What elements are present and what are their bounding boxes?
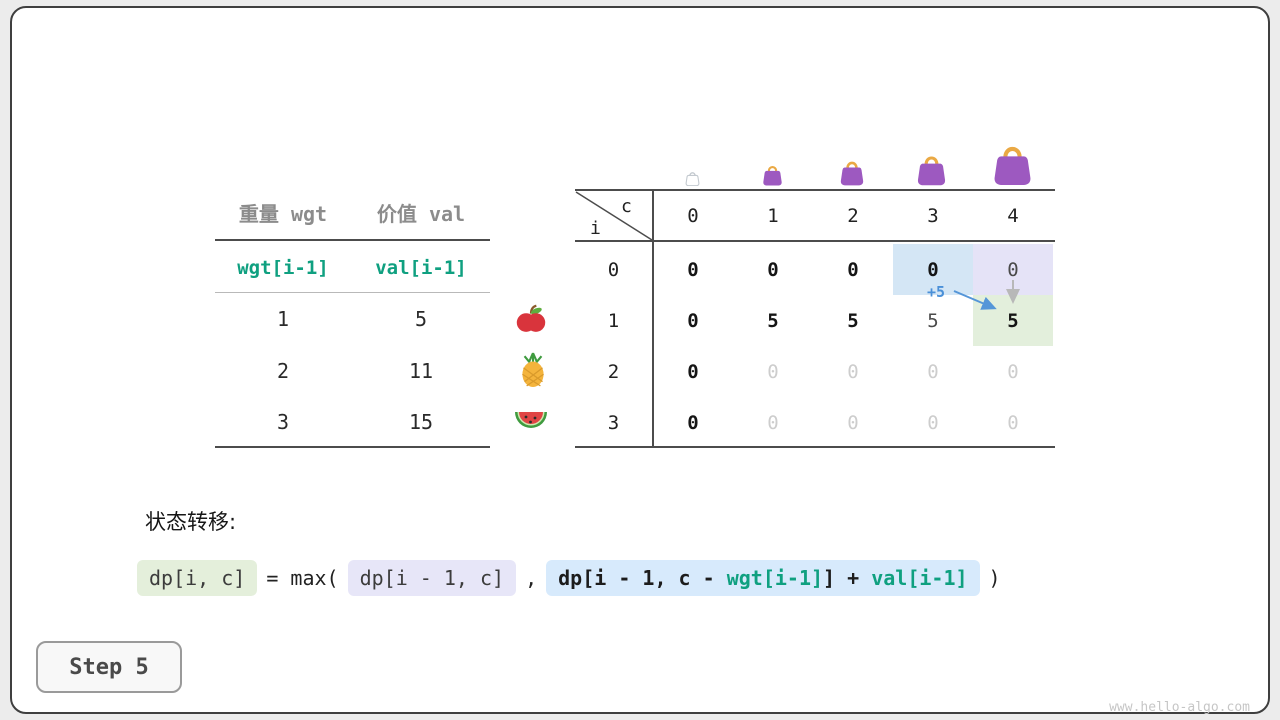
items-table-bottom-divider [215,446,490,448]
dp-cell-2-2: 0 [847,360,859,383]
dp-row-header-0: 0 [607,258,620,281]
dp-col-header-4: 4 [1007,205,1019,227]
apple-icon [515,303,547,339]
dp-cell-0-2: 0 [847,258,859,281]
site-watermark: www.hello-algo.com [1109,700,1250,715]
items-table-row-divider [215,292,490,293]
pineapple-icon [518,352,548,392]
item-row-2-value: 11 [408,359,434,383]
item-row-3-value: 15 [408,410,434,434]
dp-cell-2-4: 0 [1007,360,1019,383]
formula-option1-box: dp[i - 1, c] [347,560,517,596]
formula-operator: = max( [266,566,339,590]
dp-row-header-2: 2 [607,360,620,383]
dp-grid: 0 0 0 0 0 0 5 5 5 5 0 0 0 0 0 0 0 0 0 0 [653,244,1053,448]
dp-cell-3-2: 0 [847,411,859,434]
dp-row-header-1: 1 [607,309,620,332]
dp-row-header-3: 3 [607,411,620,434]
formula-separator: , [525,566,538,590]
dp-cell-1-0: 0 [687,309,699,332]
transition-arrows [953,280,1020,310]
watermelon-icon [514,406,548,440]
item-row-2-weight: 2 [276,359,290,383]
bag-empty-icon [685,170,700,190]
dp-cell-3-4: 0 [1007,411,1019,434]
formula-option2-val: val[i-1] [871,566,968,590]
items-table-weight-header: 重量 wgt [238,201,328,226]
dp-cell-2-0: 0 [687,360,699,383]
formula-option2-box: dp[i - 1, c - wgt[i-1]] + val[i-1] [546,560,980,596]
dp-cell-0-0: 0 [687,258,699,281]
dp-cell-2-1: 0 [767,360,779,383]
formula-option2-wgt: wgt[i-1] [726,566,824,590]
transition-label: 状态转移: [145,510,237,534]
dp-cell-3-0: 0 [687,411,699,434]
bag-xlarge-icon [992,141,1033,190]
dp-cell-1-1: 5 [767,309,779,332]
dp-table-vertical-border [652,190,654,447]
plus-five-annotation: +5 [926,283,946,301]
dp-cell-1-3: 5 [927,309,939,332]
items-table-header-divider [215,239,490,241]
dp-col-header-0: 0 [687,205,699,227]
dp-cell-3-3: 0 [927,411,939,434]
figure-card [10,6,1270,714]
dp-col-header-3: 3 [927,205,939,227]
dp-col-header-1: 1 [767,205,779,227]
transition-formula: dp[i, c] = max( dp[i - 1, c] , dp[i - 1,… [137,560,1001,596]
dp-corner-diagonal [575,191,653,241]
bag-small-icon [762,163,783,190]
dp-table-header-border [575,240,1055,242]
items-table-wgt-formula: wgt[i-1] [237,257,329,279]
dp-corner-col-var: c [621,196,632,217]
step-button[interactable]: Step 5 [36,641,182,693]
item-row-3-weight: 3 [276,410,290,434]
bag-medium-icon [839,158,865,190]
formula-option2-part1: dp[i - 1, c - [558,566,727,590]
dp-corner-row-var: i [590,218,601,239]
dp-cell-3-1: 0 [767,411,779,434]
bag-large-icon [916,152,947,190]
dp-table-bottom-border [575,446,1055,448]
item-row-1-weight: 1 [276,307,290,331]
dp-cell-2-3: 0 [927,360,939,383]
dp-col-header-2: 2 [847,205,859,227]
formula-option2-part2: ] + [823,566,872,590]
item-row-1-value: 5 [414,307,428,331]
items-table-value-header: 价值 val [376,201,466,226]
dp-cell-0-3: 0 [893,244,973,295]
dp-cell-0-1: 0 [767,258,779,281]
dp-table-top-border [575,189,1055,191]
formula-close-paren: ) [988,566,1001,590]
formula-lhs-box: dp[i, c] [137,560,258,596]
dp-cell-1-2: 5 [847,309,859,332]
items-table-val-formula: val[i-1] [375,257,467,279]
blue-transition-arrow [953,290,997,310]
